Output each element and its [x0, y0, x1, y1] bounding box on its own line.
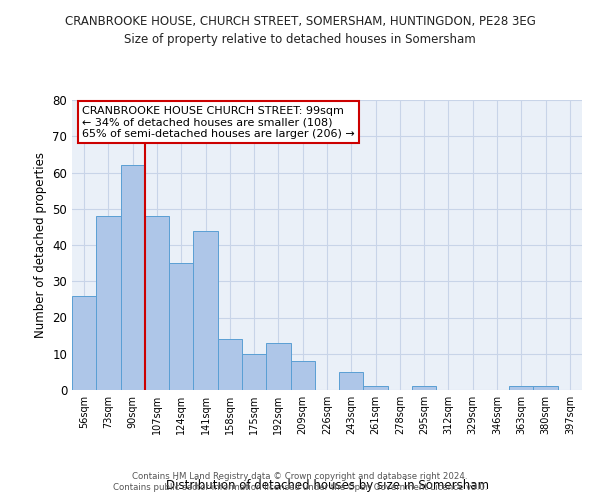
Bar — [218, 339, 242, 390]
Bar — [364, 386, 388, 390]
Bar — [121, 165, 145, 390]
Bar — [290, 361, 315, 390]
Bar — [145, 216, 169, 390]
Text: Size of property relative to detached houses in Somersham: Size of property relative to detached ho… — [124, 32, 476, 46]
Bar — [72, 296, 96, 390]
Bar — [193, 230, 218, 390]
Bar — [533, 386, 558, 390]
Bar — [169, 263, 193, 390]
Y-axis label: Number of detached properties: Number of detached properties — [34, 152, 47, 338]
Bar — [242, 354, 266, 390]
Bar — [339, 372, 364, 390]
Bar — [96, 216, 121, 390]
Bar — [412, 386, 436, 390]
Text: CRANBROOKE HOUSE CHURCH STREET: 99sqm
← 34% of detached houses are smaller (108): CRANBROOKE HOUSE CHURCH STREET: 99sqm ← … — [82, 106, 355, 139]
X-axis label: Distribution of detached houses by size in Somersham: Distribution of detached houses by size … — [166, 478, 488, 492]
Bar — [509, 386, 533, 390]
Text: CRANBROOKE HOUSE, CHURCH STREET, SOMERSHAM, HUNTINGDON, PE28 3EG: CRANBROOKE HOUSE, CHURCH STREET, SOMERSH… — [65, 15, 535, 28]
Bar — [266, 343, 290, 390]
Text: Contains HM Land Registry data © Crown copyright and database right 2024.
Contai: Contains HM Land Registry data © Crown c… — [113, 472, 487, 492]
